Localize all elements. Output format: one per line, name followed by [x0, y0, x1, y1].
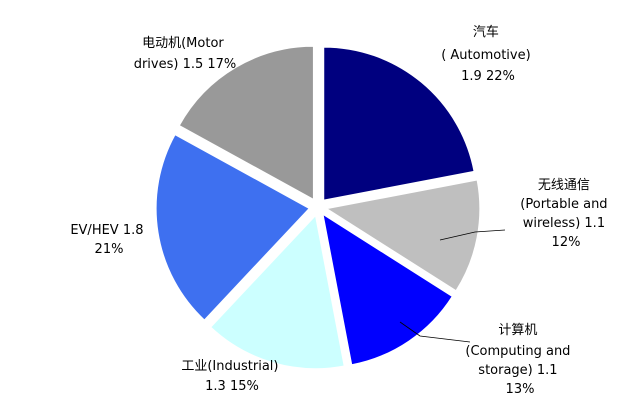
- label-automotive: 汽车 ( Automotive) 1.9 22%: [441, 24, 535, 84]
- label-computing: 计算机 (Computing and storage) 1.1 13%: [465, 323, 574, 397]
- label-motor: 电动机(Motor drives) 1.5 17%: [134, 36, 237, 72]
- pie-slices: [155, 45, 481, 370]
- slice-labels: 汽车 ( Automotive) 1.9 22% 无线通信 (Portable …: [70, 24, 611, 397]
- pie-slice-computing: [322, 213, 453, 366]
- pie-slice-automotive: [323, 46, 475, 201]
- pie-slice-wireless: [325, 179, 481, 292]
- label-ev-hev: EV/HEV 1.8 21%: [70, 223, 147, 257]
- pie-slice-motor: [178, 45, 314, 201]
- leader-lines: [399, 229, 506, 343]
- label-industrial: 工业(Industrial) 1.3 15%: [181, 359, 282, 394]
- pie-slice-industrial: [210, 214, 345, 370]
- pie-slice-ev-hev: [155, 134, 310, 321]
- leader-line-wireless: [439, 229, 506, 241]
- label-wireless: 无线通信 (Portable and wireless) 1.1 12%: [520, 178, 611, 250]
- leader-line-computing: [399, 321, 471, 343]
